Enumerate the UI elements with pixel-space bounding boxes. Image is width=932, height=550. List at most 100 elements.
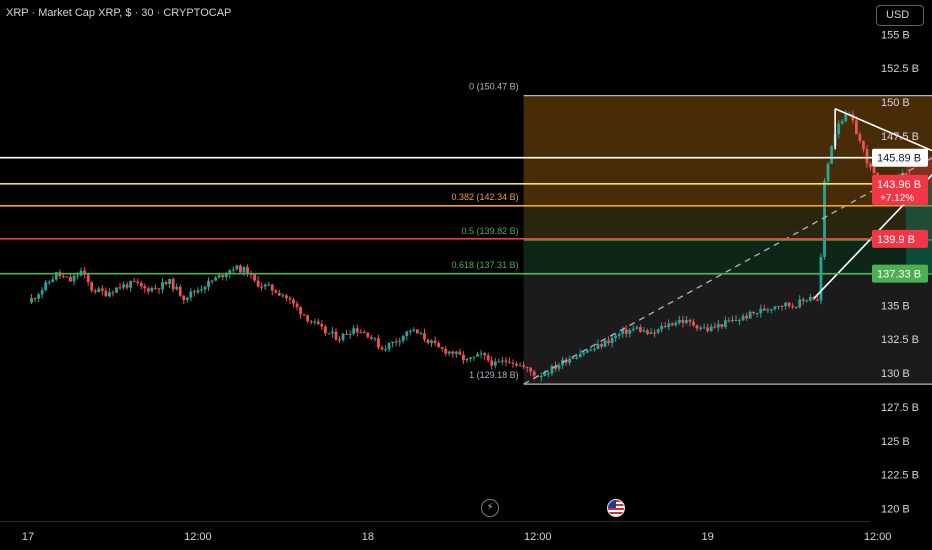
candle-body <box>603 340 607 347</box>
candle-body <box>483 353 487 356</box>
candle-body <box>628 330 632 334</box>
candle-body <box>646 330 649 334</box>
candle-body <box>773 306 777 309</box>
candle-body <box>454 351 458 354</box>
y-tick-label: 150 B <box>881 97 910 109</box>
candle-body <box>359 332 363 334</box>
candle-body <box>738 320 741 322</box>
candle-body <box>348 334 352 336</box>
candle-body <box>401 335 405 341</box>
x-tick-label: 12:00 <box>864 531 892 543</box>
us-flag-icon[interactable] <box>607 499 625 517</box>
candle-body <box>639 327 642 332</box>
candle-body <box>260 286 264 288</box>
price-axis[interactable]: 155 B 152.5 B 150 B 147.5 B 135 B 132.5 B 130 … <box>881 29 919 515</box>
candle-body <box>858 134 862 141</box>
candle-body <box>125 284 129 288</box>
candle-body <box>869 163 872 168</box>
candle-body <box>872 167 876 174</box>
candle-body <box>338 339 341 341</box>
candle-body <box>54 272 58 280</box>
candle-body <box>146 288 150 292</box>
candle-body <box>837 123 841 135</box>
candle-body <box>129 280 133 288</box>
candle-body <box>476 354 479 357</box>
candle-body <box>585 349 589 353</box>
candle-body <box>713 326 717 328</box>
price-badge-label: 143.96 B <box>877 179 921 191</box>
candle-body <box>210 280 214 282</box>
candle-body <box>423 333 426 340</box>
candle-body <box>200 289 203 291</box>
candle-body <box>745 315 749 319</box>
candle-body <box>253 274 256 281</box>
candle-body <box>677 319 681 323</box>
candle-body <box>642 330 646 332</box>
candle-body <box>430 340 433 343</box>
candle-body <box>440 347 444 349</box>
candle-body <box>189 291 193 298</box>
candle-body <box>221 275 225 278</box>
candle-body <box>433 340 437 343</box>
candle-body <box>178 286 182 296</box>
candle-body <box>759 308 763 314</box>
candle-body <box>716 324 720 328</box>
candle-body <box>557 365 561 369</box>
candle-body <box>667 323 671 327</box>
candle-body <box>108 292 111 297</box>
candle-body <box>352 328 356 335</box>
candle-body <box>762 308 766 311</box>
candle-body <box>76 275 79 277</box>
candle-body <box>288 298 292 300</box>
candle-body <box>302 314 306 316</box>
candle-body <box>281 295 285 297</box>
candle-body <box>607 340 610 344</box>
candle-body <box>444 348 448 354</box>
price-badge <box>872 174 928 205</box>
fib-level-label: 0.382 (142.34 B) <box>452 192 519 202</box>
candle-body <box>207 280 210 288</box>
candle-body <box>830 146 833 164</box>
candle-body <box>794 306 798 308</box>
candle-body <box>100 288 104 291</box>
fibonacci-retracement[interactable]: 0 (150.47 B) 0.382 (142.34 B) 0.5 (139.82 … <box>452 82 932 385</box>
candle-body <box>808 297 812 301</box>
candle-body <box>617 333 621 336</box>
candle-body <box>784 302 787 307</box>
candle-body <box>600 344 603 347</box>
candle-body <box>412 329 416 331</box>
candle-body <box>44 282 48 291</box>
lightning-icon[interactable]: ⚡ <box>481 499 499 517</box>
candle-body <box>504 360 508 362</box>
candle-body <box>663 326 667 328</box>
currency-button[interactable]: USD <box>876 5 924 26</box>
candle-body <box>214 277 218 281</box>
candle-body <box>635 327 639 329</box>
candle-body <box>93 290 97 292</box>
candle-body <box>136 281 140 283</box>
candle-body <box>702 327 706 329</box>
candle-body <box>416 329 419 334</box>
candle-body <box>904 173 908 176</box>
candle-body <box>196 290 200 293</box>
candle-body <box>256 280 260 287</box>
candle-body <box>115 287 118 293</box>
y-tick-label: 130 B <box>881 368 910 380</box>
candle-body <box>345 333 348 335</box>
candle-body <box>766 309 770 311</box>
candle-body <box>709 326 713 332</box>
candle-body <box>33 298 37 300</box>
candle-body <box>235 265 239 270</box>
x-tick-label: 12:00 <box>184 531 212 543</box>
candle-body <box>819 256 823 301</box>
candle-body <box>695 325 699 329</box>
candle-body <box>823 181 826 257</box>
horizontal-lines[interactable]: 145.89 B 143.96 B +7.12% 139.9 B 137.33 B <box>0 148 928 283</box>
candle-body <box>192 291 196 293</box>
candle-body <box>508 361 511 363</box>
candles <box>30 110 926 382</box>
x-tick-label: 19 <box>702 531 714 543</box>
y-tick-label: 147.5 B <box>881 131 919 143</box>
